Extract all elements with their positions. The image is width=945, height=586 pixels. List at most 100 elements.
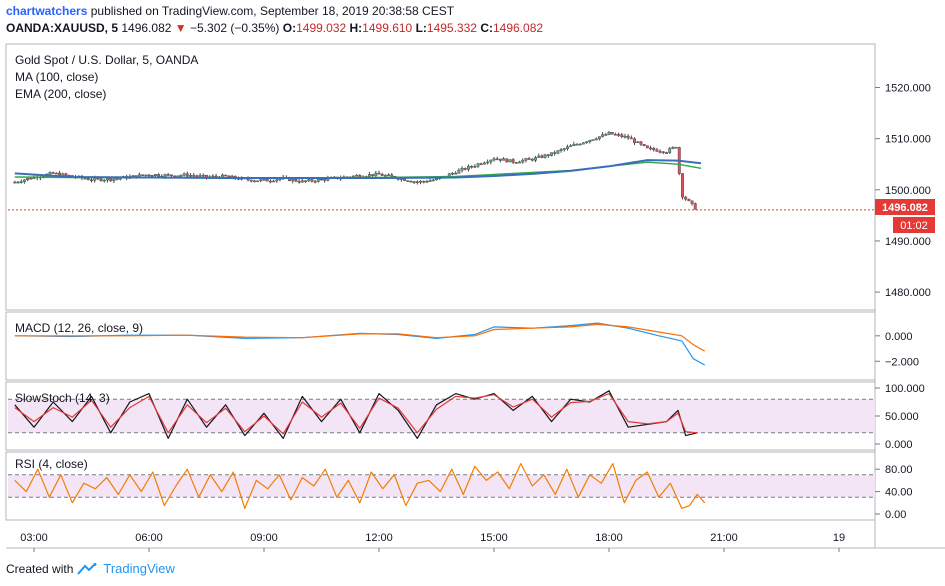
candle-body bbox=[227, 175, 231, 178]
candle-body bbox=[460, 167, 464, 171]
candle-body bbox=[585, 141, 589, 144]
candle-body bbox=[466, 165, 470, 170]
candle bbox=[470, 165, 474, 169]
candle-body bbox=[534, 157, 537, 161]
candle-body bbox=[668, 148, 672, 153]
candle bbox=[406, 180, 410, 183]
candle bbox=[559, 148, 563, 153]
candle-body bbox=[425, 181, 429, 183]
candle bbox=[543, 153, 547, 159]
candle bbox=[665, 151, 668, 154]
created-with-text: Created with bbox=[6, 561, 74, 576]
candle bbox=[537, 153, 541, 159]
candle bbox=[556, 150, 560, 155]
candle-body bbox=[51, 172, 55, 174]
candle-body bbox=[272, 180, 276, 183]
macd-y-tick-label: 0.000 bbox=[885, 331, 913, 343]
rsi-y-tick-label: 40.00 bbox=[885, 487, 913, 499]
candle-body bbox=[655, 149, 659, 152]
candle-body bbox=[102, 179, 106, 182]
candle bbox=[262, 179, 266, 181]
candle-body bbox=[518, 161, 522, 164]
candle bbox=[652, 146, 656, 152]
candle-body bbox=[374, 172, 378, 177]
tradingview-brand[interactable]: TradingView bbox=[103, 561, 175, 576]
candle bbox=[131, 175, 135, 177]
candle-body bbox=[307, 179, 311, 182]
candle bbox=[518, 160, 522, 164]
candle-body bbox=[22, 179, 26, 182]
candle bbox=[572, 141, 576, 147]
candle bbox=[482, 161, 486, 165]
candle-body bbox=[300, 180, 304, 183]
candle-body bbox=[409, 180, 413, 183]
published-text: published on TradingView.com, September … bbox=[90, 4, 455, 18]
candle-body bbox=[473, 165, 477, 168]
candle-body bbox=[297, 181, 301, 183]
candle bbox=[661, 151, 665, 155]
candle bbox=[687, 198, 691, 202]
candle bbox=[546, 153, 550, 158]
countdown-tag-text: 01:02 bbox=[900, 220, 928, 232]
candle-body bbox=[505, 158, 509, 163]
time-tick-label: 19 bbox=[833, 532, 845, 544]
candle-body bbox=[252, 180, 256, 183]
candle bbox=[498, 158, 502, 163]
candle bbox=[508, 159, 512, 163]
candle bbox=[521, 158, 525, 164]
macd-pane[interactable] bbox=[5, 311, 876, 381]
rsi-rsi-line bbox=[14, 463, 706, 509]
candle-body bbox=[377, 172, 381, 175]
candle bbox=[585, 141, 589, 144]
candle bbox=[658, 149, 662, 154]
candle-body bbox=[262, 179, 266, 181]
candle-body bbox=[355, 175, 359, 177]
candle-body bbox=[674, 146, 678, 149]
candle bbox=[607, 130, 611, 136]
candle-body bbox=[550, 152, 553, 156]
candle bbox=[476, 162, 480, 168]
candle-body bbox=[428, 180, 432, 182]
candle bbox=[597, 136, 601, 141]
candle-body bbox=[106, 178, 109, 181]
candle-body bbox=[607, 132, 611, 135]
price-pane-title: Gold Spot / U.S. Dollar, 5, OANDA bbox=[15, 53, 198, 67]
countdown-tag bbox=[893, 217, 935, 233]
candle-body bbox=[403, 178, 407, 181]
candle-body bbox=[163, 174, 167, 177]
candle bbox=[489, 159, 493, 165]
candle bbox=[502, 157, 506, 161]
candle-body bbox=[182, 173, 186, 176]
candle-body bbox=[556, 150, 560, 154]
candle bbox=[422, 180, 426, 184]
candle-body bbox=[351, 175, 355, 178]
rsi-y-tick-label: 0.00 bbox=[885, 509, 906, 521]
author-link[interactable]: chartwatchers bbox=[6, 4, 88, 18]
price-y-tick-label: 1490.000 bbox=[885, 236, 931, 248]
candle bbox=[249, 179, 253, 183]
last-price-tag bbox=[875, 199, 935, 215]
candle bbox=[460, 166, 464, 173]
candle-body bbox=[498, 158, 502, 161]
candle bbox=[272, 179, 276, 183]
candle bbox=[486, 159, 490, 165]
candle bbox=[268, 179, 272, 184]
candle bbox=[428, 178, 432, 182]
candle-body bbox=[470, 165, 474, 168]
candle bbox=[112, 178, 116, 184]
candle bbox=[22, 179, 26, 184]
candle-body bbox=[54, 172, 58, 175]
macd-signal-line bbox=[14, 323, 706, 352]
last-price-tag-text: 1496.082 bbox=[882, 202, 928, 214]
candle bbox=[412, 180, 416, 185]
stochastic-y-tick-label: 100.000 bbox=[885, 383, 925, 395]
candle-body bbox=[610, 132, 614, 135]
candle bbox=[51, 171, 55, 174]
candle-body bbox=[64, 173, 68, 176]
candle-body bbox=[86, 178, 90, 181]
candle-body bbox=[693, 203, 697, 210]
candle-body bbox=[681, 173, 684, 198]
candle-body bbox=[508, 159, 512, 163]
candle bbox=[668, 147, 672, 154]
